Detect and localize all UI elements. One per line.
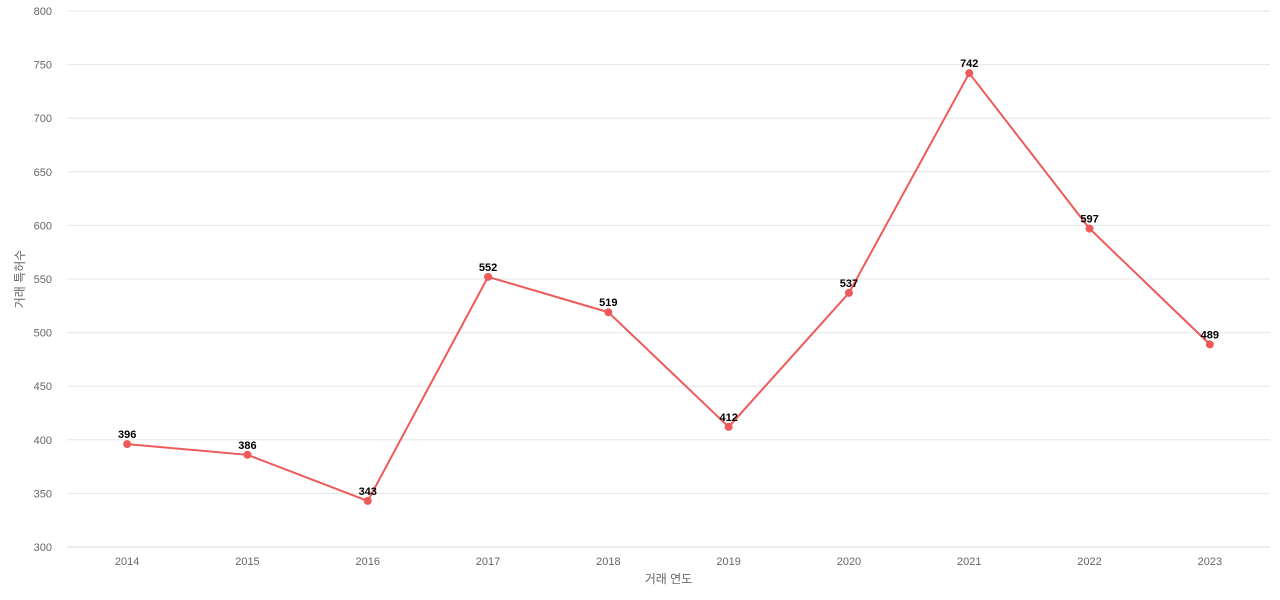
x-tick-label: 2021	[957, 556, 981, 568]
data-label: 552	[479, 262, 497, 274]
y-tick-label: 400	[34, 435, 52, 447]
x-tick-label: 2023	[1198, 556, 1222, 568]
data-label: 519	[599, 297, 617, 309]
data-point[interactable]	[484, 272, 493, 281]
data-point[interactable]	[123, 440, 132, 449]
data-point[interactable]	[243, 450, 252, 459]
data-point[interactable]	[965, 69, 974, 78]
x-tick-label: 2022	[1077, 556, 1101, 568]
x-tick-label: 2014	[115, 556, 139, 568]
data-point[interactable]	[363, 496, 372, 505]
data-point[interactable]	[604, 308, 613, 317]
x-axis-ticks: 2014 2015 2016 2017 2018 2019 2020 2021 2022 2023	[115, 556, 1222, 568]
y-tick-label: 500	[34, 328, 52, 340]
data-label: 597	[1080, 214, 1098, 226]
data-label: 396	[118, 429, 136, 441]
y-axis-title: 거래 특허수	[13, 250, 27, 309]
y-tick-label: 450	[34, 381, 52, 393]
series-line	[127, 72, 1211, 502]
x-tick-label: 2019	[716, 556, 740, 568]
data-point[interactable]	[1205, 340, 1214, 349]
data-label: 489	[1201, 329, 1219, 341]
data-label: 412	[719, 412, 737, 424]
y-tick-label: 650	[34, 167, 52, 179]
x-tick-label: 2017	[476, 556, 500, 568]
x-tick-label: 2018	[596, 556, 620, 568]
x-tick-label: 2020	[837, 556, 861, 568]
data-label: 537	[840, 278, 858, 290]
data-label: 343	[359, 486, 377, 498]
y-tick-label: 600	[34, 220, 52, 232]
data-point[interactable]	[844, 288, 853, 297]
data-label: 742	[960, 58, 978, 70]
y-tick-label: 350	[34, 488, 52, 500]
data-point[interactable]	[1085, 224, 1094, 233]
data-label: 386	[238, 440, 256, 452]
y-tick-label: 800	[34, 6, 52, 18]
data-labels: 396 386 343 552 519 412 537 742 597 489	[118, 58, 1219, 498]
x-axis-title: 거래 연도	[645, 572, 693, 586]
x-tick-label: 2016	[356, 556, 380, 568]
y-tick-label: 750	[34, 60, 52, 72]
data-points	[123, 69, 1214, 505]
y-tick-label: 300	[34, 542, 52, 554]
y-tick-label: 700	[34, 113, 52, 125]
y-axis-ticks: 300 350 400 450 500 550 600 650 700 750 800	[34, 6, 52, 554]
x-tick-label: 2015	[235, 556, 259, 568]
y-tick-label: 550	[34, 274, 52, 286]
gridlines	[67, 10, 1270, 494]
data-point[interactable]	[724, 422, 733, 431]
